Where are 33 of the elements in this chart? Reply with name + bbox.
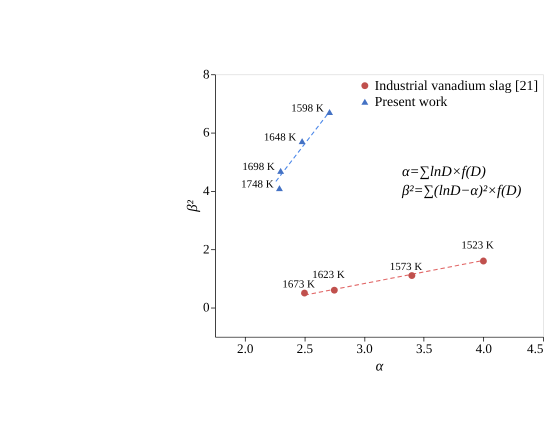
annotation: β²=∑(lnD−α)²×f(D): [401, 182, 522, 199]
annotation: 1698 K: [242, 161, 275, 174]
annotation: 1648 K: [264, 131, 296, 144]
y-axis-title: β²: [185, 200, 202, 213]
annotation: 1673 K: [282, 278, 316, 290]
x-tick-label: 2.0: [237, 341, 254, 356]
x-tick-label: 4.5: [527, 341, 544, 356]
point: [276, 185, 283, 192]
y-tick-label: 2: [203, 241, 210, 256]
point: [408, 272, 416, 280]
y-tick-label: 0: [203, 300, 210, 315]
annotation: 1748 K: [241, 178, 274, 190]
point: [301, 290, 308, 297]
annotation: 1523 K: [461, 240, 494, 252]
annotation: α=∑lnD×f(D): [402, 164, 486, 180]
x-tick-label: 3.0: [356, 341, 374, 356]
legend-label: Industrial vanadium slag [21]: [374, 78, 538, 94]
x-tick-label: 4.0: [476, 341, 492, 356]
y-tick-label: 6: [203, 124, 210, 140]
legend-label: Present work: [374, 94, 448, 110]
x-tick-label: 3.5: [416, 341, 433, 356]
annotation: 1623 K: [312, 268, 345, 281]
y-tick-label: 4: [203, 183, 210, 198]
point: [326, 109, 334, 116]
annotation: 1598 K: [291, 102, 324, 114]
point: [480, 258, 487, 264]
point: [277, 168, 284, 174]
y-tick-label: 8: [203, 66, 210, 82]
x-tick-label: 2.5: [296, 341, 314, 356]
point: [330, 286, 338, 294]
annotation: 1573 K: [390, 260, 422, 273]
x-axis-title: α: [376, 358, 384, 375]
point: [298, 138, 306, 144]
